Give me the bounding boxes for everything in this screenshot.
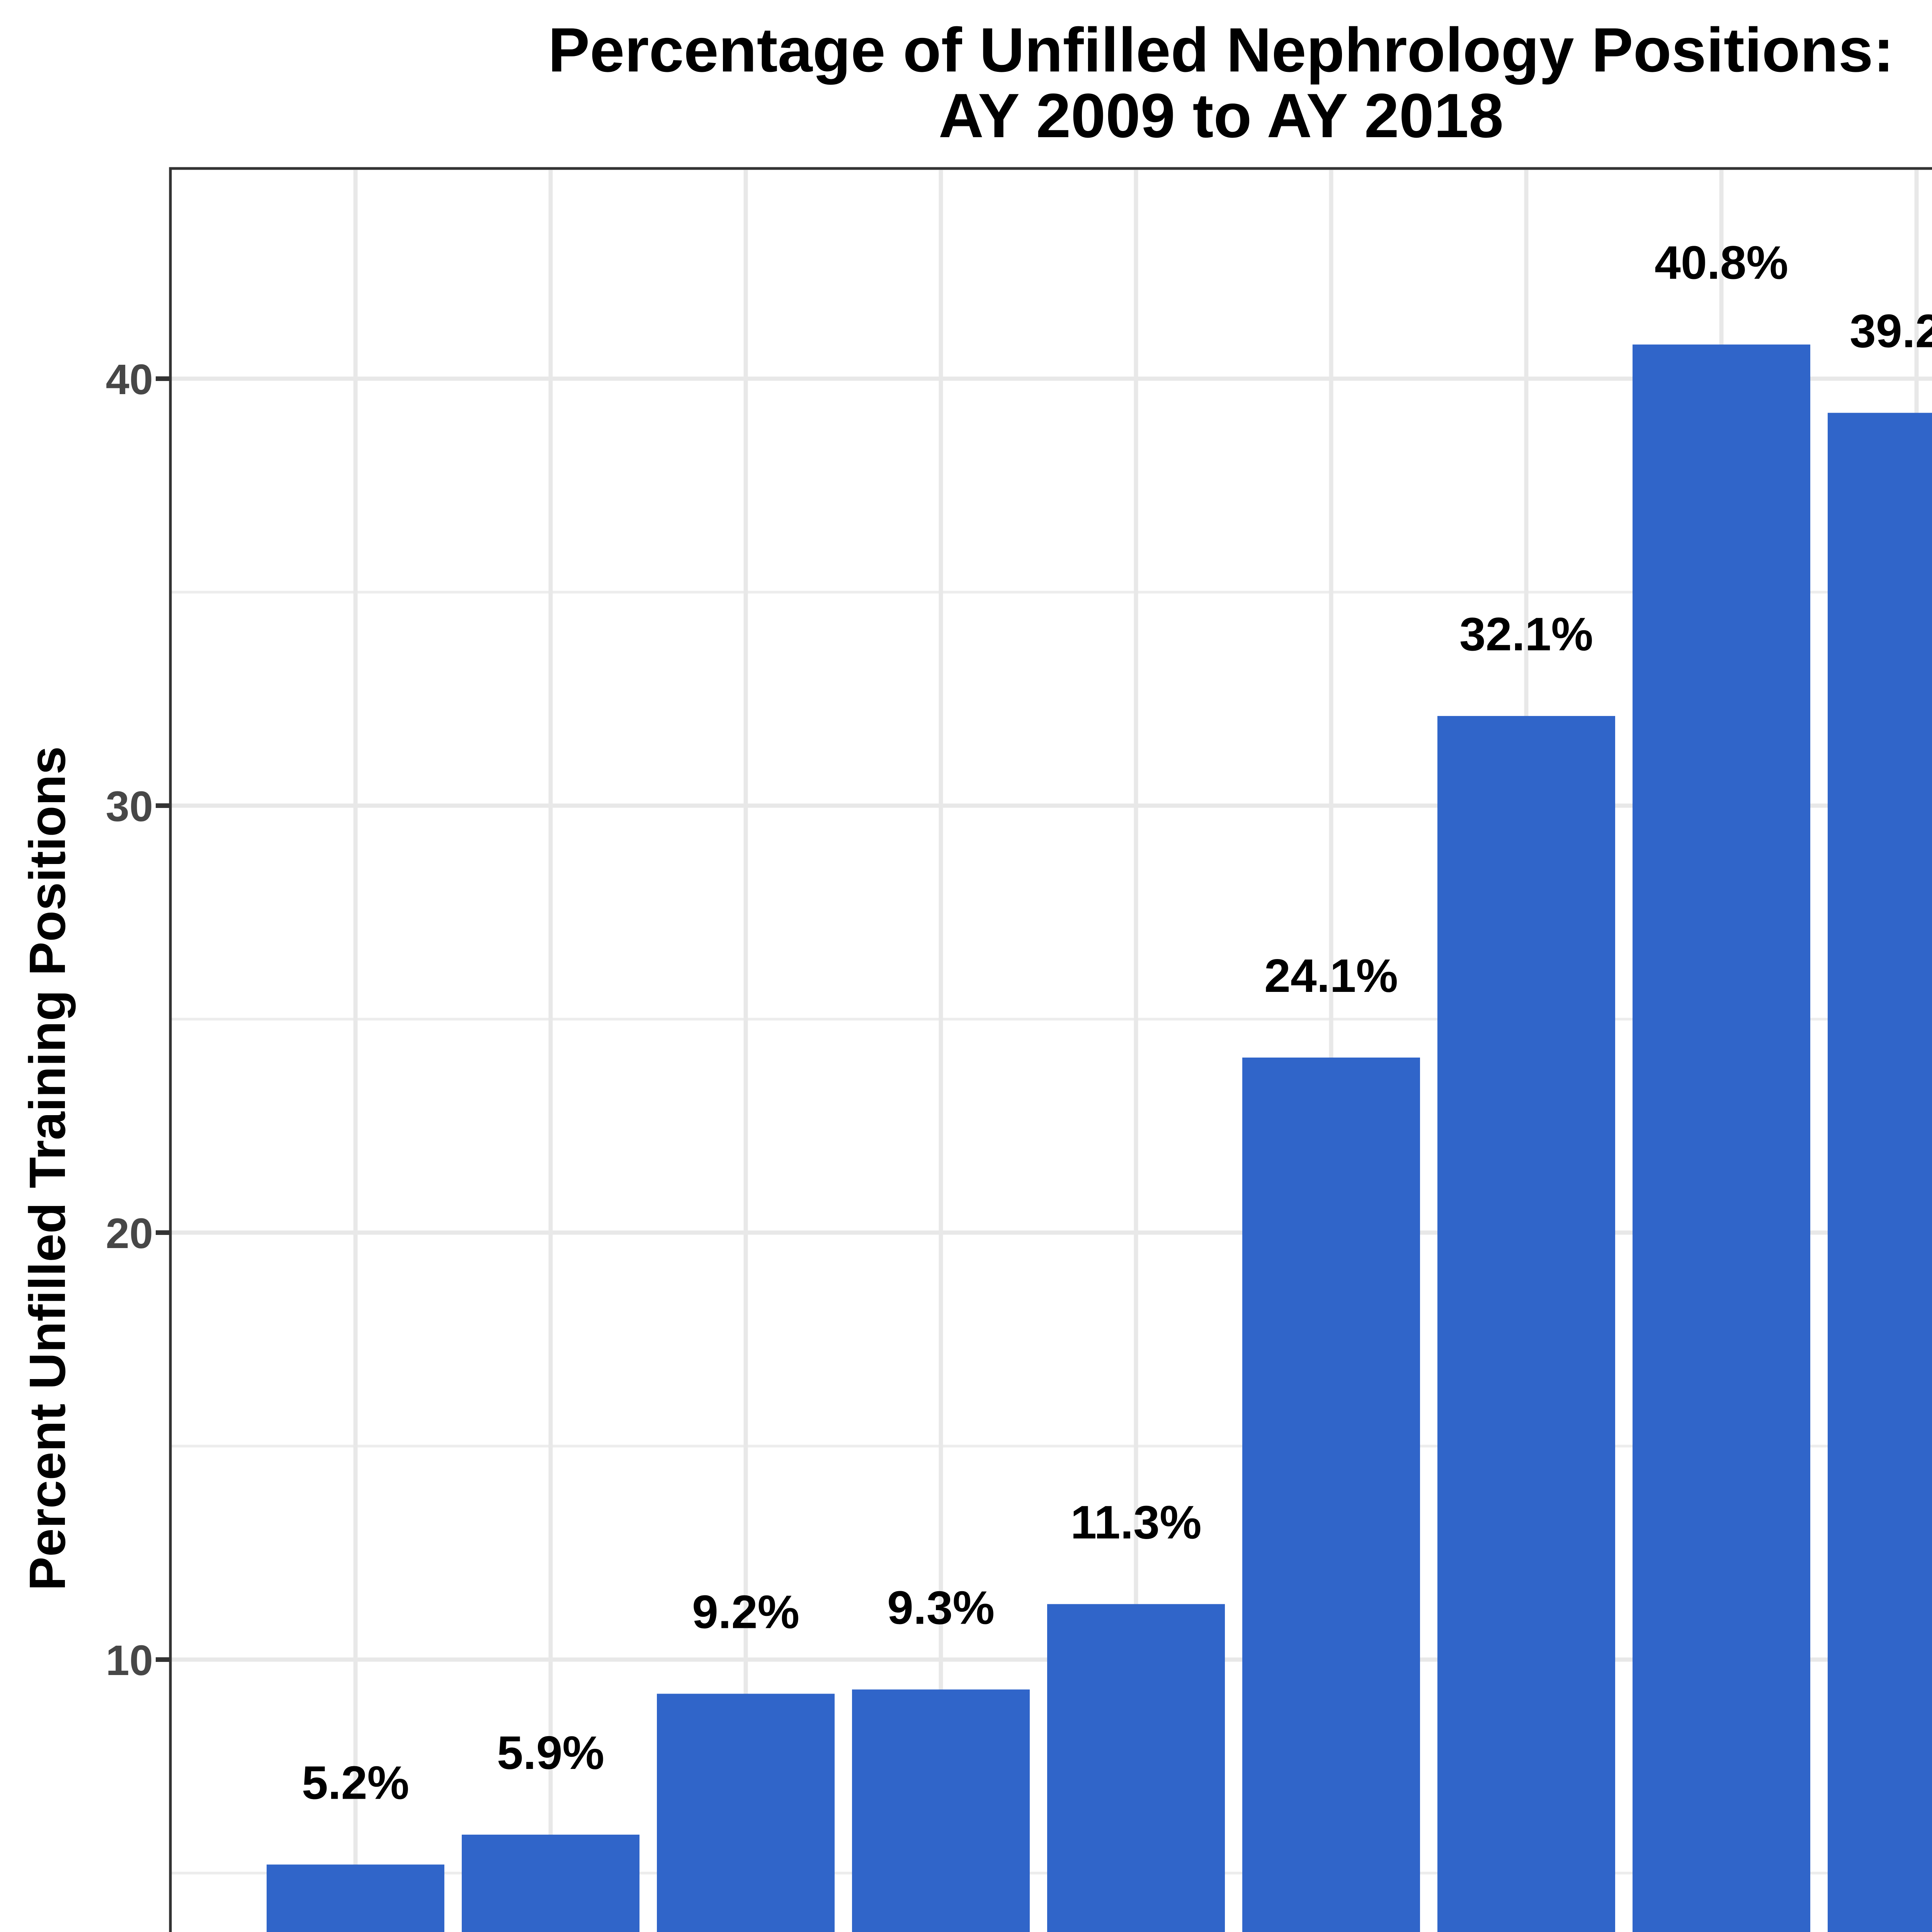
bar-2011 — [657, 1694, 835, 1932]
y-axis-ticks — [156, 376, 170, 1662]
chart-title-line2: AY 2009 to AY 2018 — [939, 81, 1503, 151]
chart-title-line1: Percentage of Unfilled Nephrology Positi… — [548, 15, 1894, 85]
bar-value-label: 40.8% — [1655, 236, 1788, 289]
bar-value-label: 39.2% — [1850, 304, 1932, 357]
bar-value-label: 11.3% — [1070, 1496, 1201, 1548]
bar-value-label: 32.1% — [1459, 608, 1593, 660]
y-tick-label: 30 — [106, 783, 153, 830]
panel-border — [169, 167, 1932, 1932]
bar-value-labels: 5.2% 5.9% 9.2% 9.3% 11.3% 24.1% 32.1% 40.8% 39.2… — [302, 236, 1932, 1809]
bar-2016 — [1633, 344, 1810, 1932]
bar-value-label: 9.2% — [692, 1585, 799, 1638]
y-axis-title: Percent Unfilled Training Positions — [19, 746, 76, 1591]
major-gridlines — [172, 376, 1932, 1662]
bar-value-label: 24.1% — [1264, 949, 1398, 1002]
bar-value-label: 5.2% — [302, 1756, 409, 1809]
bars — [267, 344, 1932, 1932]
y-tick-label: 20 — [106, 1210, 153, 1257]
y-axis-tick-labels: 010203040 — [106, 356, 153, 1684]
bar-2013 — [1047, 1604, 1225, 1932]
y-tick-label: 10 — [106, 1637, 153, 1684]
bar-2017 — [1828, 413, 1932, 1932]
bar-2009 — [267, 1864, 444, 1932]
bar-2012 — [852, 1689, 1030, 1932]
bar-value-label: 5.9% — [497, 1726, 604, 1779]
bar-2014 — [1242, 1057, 1420, 1932]
y-tick-label: 40 — [106, 356, 153, 403]
bar-2010 — [462, 1835, 639, 1932]
bar-2015 — [1437, 716, 1615, 1932]
bar-value-label: 9.3% — [887, 1581, 995, 1634]
